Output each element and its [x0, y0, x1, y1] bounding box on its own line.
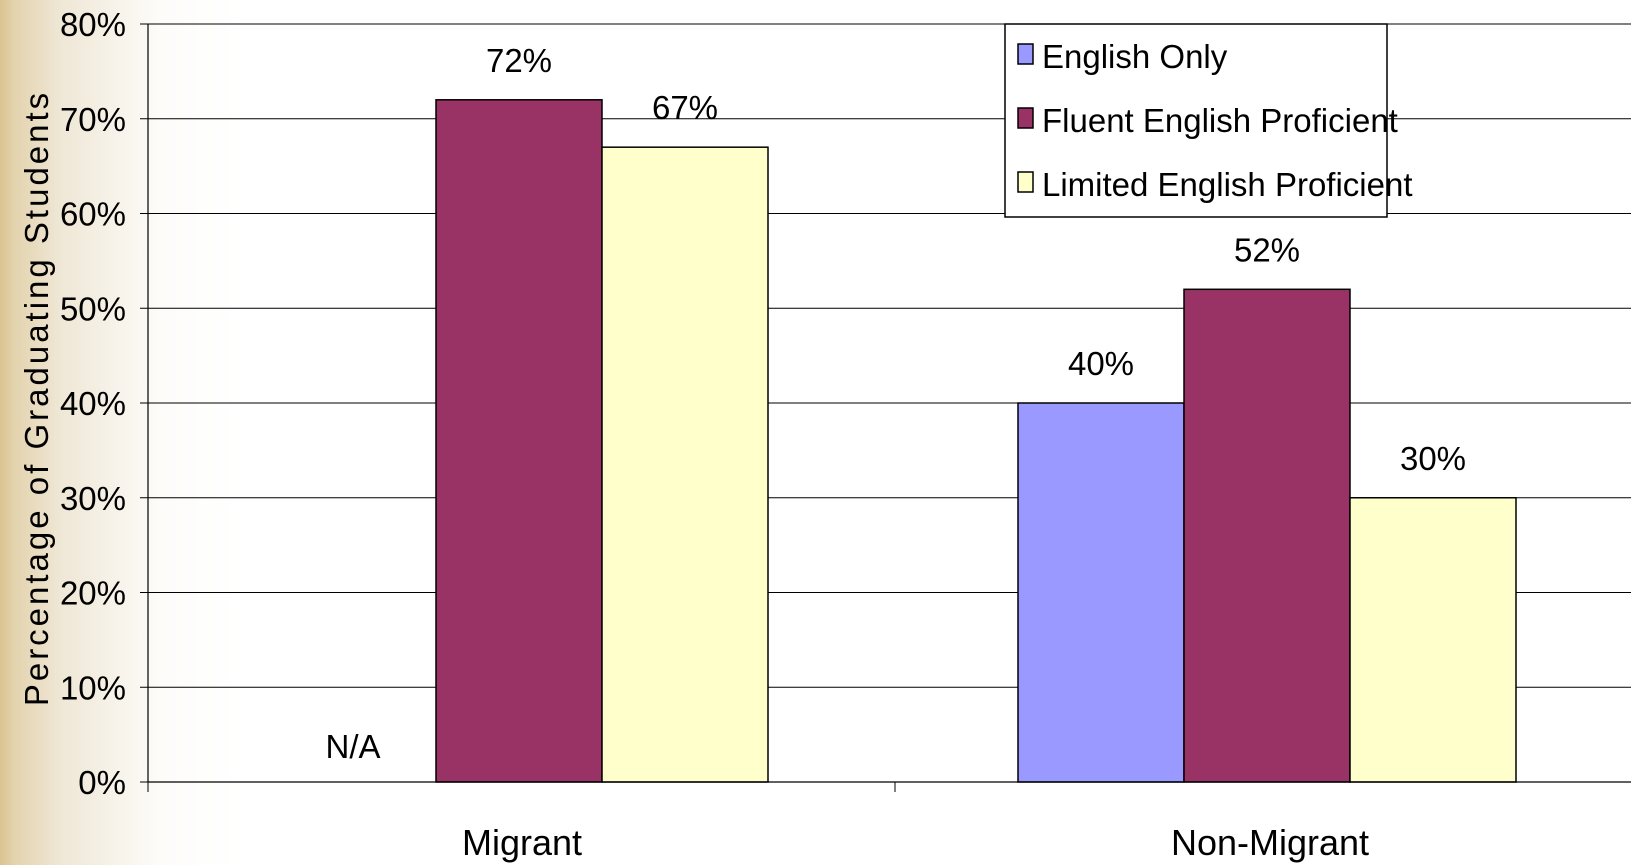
bar — [435, 99, 603, 783]
legend-swatch — [1017, 43, 1034, 65]
data-label: 52% — [1234, 231, 1300, 268]
y-tick-label: 80% — [60, 6, 126, 43]
y-tick-label: 40% — [60, 385, 126, 422]
bar — [1349, 497, 1517, 783]
y-tick-label: 70% — [60, 101, 126, 138]
data-labels: N/A 40% 72% 52% 67% 30% — [325, 42, 1466, 765]
category-labels: Migrant Non-Migrant — [462, 822, 1369, 863]
data-label: N/A — [325, 728, 380, 765]
legend-entry: English Only — [1042, 38, 1228, 75]
legend-entry: Fluent English Proficient — [1042, 102, 1398, 139]
category-label: Non-Migrant — [1171, 822, 1369, 863]
y-tick-label: 30% — [60, 480, 126, 517]
legend-entry: Limited English Proficient — [1042, 166, 1413, 203]
y-axis-label: Percentage of Graduating Students — [18, 90, 55, 706]
category-label: Migrant — [462, 822, 582, 863]
bar — [601, 146, 769, 783]
bar — [1017, 402, 1185, 783]
y-tick-label: 50% — [60, 290, 126, 327]
legend-swatch — [1017, 171, 1034, 193]
data-label: 30% — [1400, 440, 1466, 477]
y-tick-label: 20% — [60, 575, 126, 612]
bars — [435, 99, 1517, 783]
data-label: 40% — [1068, 345, 1134, 382]
legend-box — [1004, 23, 1388, 218]
y-tick-label: 0% — [78, 764, 126, 801]
data-label: 72% — [486, 42, 552, 79]
axes — [147, 24, 1631, 792]
legend: English Only Fluent English Proficient Lim… — [1004, 23, 1413, 218]
data-label: 67% — [652, 89, 718, 126]
legend-swatch — [1017, 107, 1034, 129]
bar — [1183, 288, 1351, 783]
y-tick-label: 10% — [60, 669, 126, 706]
y-tick-label: 60% — [60, 196, 126, 233]
y-tick-labels: 0% 10% 20% 30% 40% 50% 60% 70% 80% — [60, 6, 126, 801]
